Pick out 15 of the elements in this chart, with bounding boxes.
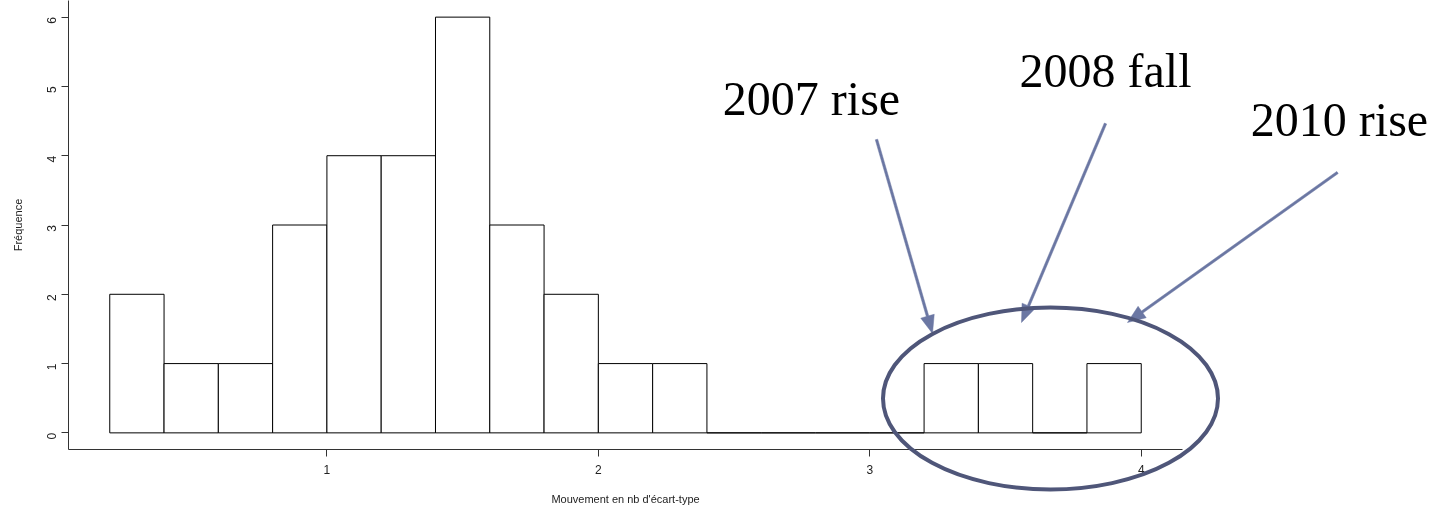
y-tick-label: 4 <box>45 155 59 163</box>
y-tick-label: 6 <box>45 16 59 24</box>
y-axis-title: Fréquence <box>11 198 24 252</box>
annotation: 2008 fall <box>1019 44 1192 97</box>
annotation: 2007 rise <box>722 72 901 125</box>
y-tick-label: 5 <box>45 86 59 94</box>
text: 2010 rise <box>1250 93 1429 146</box>
y-tick-label: 3 <box>45 224 59 232</box>
y-tick-label: 2 <box>45 293 59 301</box>
x-tick-label: 2 <box>595 462 603 477</box>
y-tick-label: 0 <box>45 432 59 440</box>
x-tick-label: 1 <box>323 462 331 477</box>
y-tick-label: 1 <box>45 363 59 371</box>
x-axis-title: Mouvement en nb d'écart-type <box>551 492 700 505</box>
x-tick-label: 3 <box>866 462 874 477</box>
